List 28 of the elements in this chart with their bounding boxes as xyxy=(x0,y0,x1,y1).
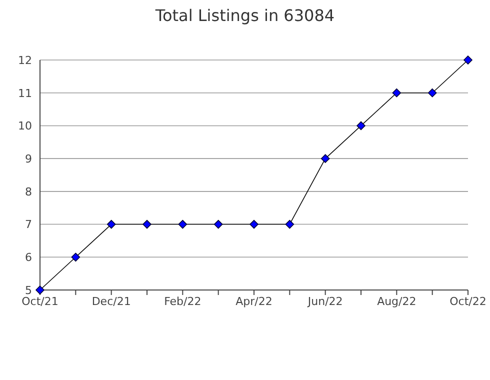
point xyxy=(356,121,366,130)
y-tick-label: 11 xyxy=(18,86,32,100)
point xyxy=(428,88,437,98)
x-tick-label: Jun/22 xyxy=(306,294,343,308)
y-tick-label: 9 xyxy=(25,152,32,166)
point xyxy=(178,220,188,229)
point xyxy=(464,56,472,64)
x-tick-label: Oct/22 xyxy=(450,294,486,308)
x-tick-label: Apr/22 xyxy=(236,294,272,308)
x-tick-label: Oct/21 xyxy=(22,294,58,308)
y-tick-label: 5 xyxy=(25,284,32,297)
point xyxy=(106,220,116,229)
y-tick-label: 12 xyxy=(18,54,32,67)
point xyxy=(142,220,152,229)
point xyxy=(214,220,223,229)
x-tick-label: Dec/21 xyxy=(92,294,131,308)
y-tick-label: 8 xyxy=(25,185,32,198)
y-tick-label: 7 xyxy=(25,218,32,232)
y-tick-label: 10 xyxy=(18,120,32,133)
chart-title: Total Listings in 63084 xyxy=(154,6,336,25)
x-tick-label: Aug/22 xyxy=(377,294,416,308)
x-tick-label: Feb/22 xyxy=(164,294,202,308)
point xyxy=(250,220,258,229)
point xyxy=(320,154,330,163)
point xyxy=(71,252,80,262)
point xyxy=(285,220,294,229)
y-tick-label: 6 xyxy=(25,251,32,264)
point xyxy=(392,88,402,98)
